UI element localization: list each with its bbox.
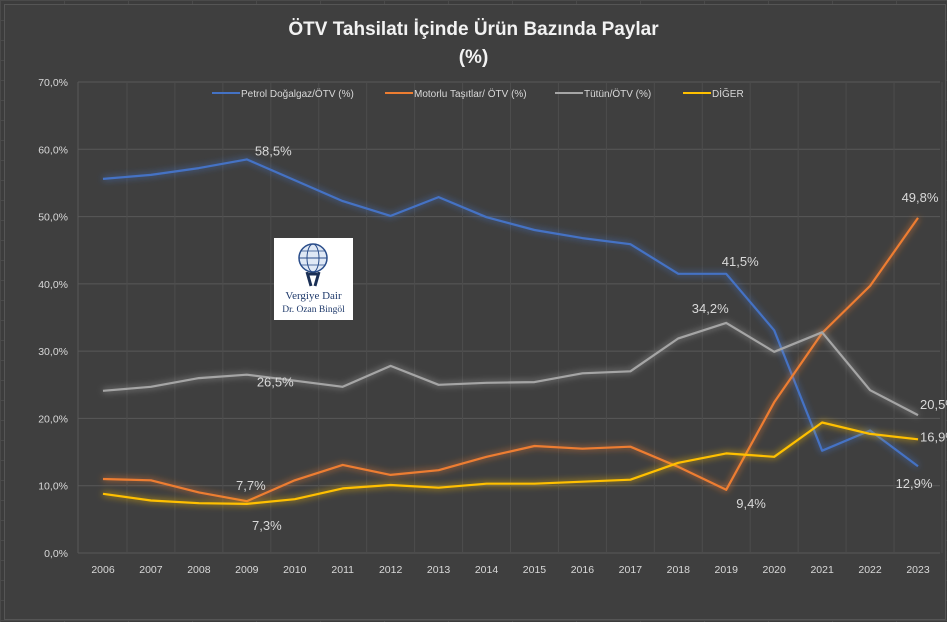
logo-line2: Dr. Ozan Bingöl bbox=[282, 305, 345, 315]
legend-entry-0: Petrol Doğalgaz/ÖTV (%) bbox=[241, 88, 354, 100]
chart-title: ÖTV Tahsilatı İçinde Ürün Bazında Paylar… bbox=[0, 16, 947, 72]
logo-line1: Vergiye Dair bbox=[285, 290, 342, 302]
data-label: 41,5% bbox=[722, 254, 759, 269]
chart-area bbox=[4, 4, 946, 620]
series-line-0 bbox=[102, 158, 919, 468]
x-tick-label: 2015 bbox=[523, 564, 547, 576]
x-tick-label: 2013 bbox=[427, 564, 451, 576]
legend-entry-2: Tütün/ÖTV (%) bbox=[584, 88, 651, 100]
data-label: 12,9% bbox=[896, 476, 933, 491]
chart-title-line2: (%) bbox=[458, 47, 489, 68]
y-tick-label: 40,0% bbox=[38, 279, 68, 291]
x-tick-label: 2023 bbox=[906, 564, 930, 576]
logo: Vergiye Dair Dr. Ozan Bingöl bbox=[274, 238, 353, 320]
legend-entry-1: Motorlu Taşıtlar/ ÖTV (%) bbox=[414, 88, 527, 100]
y-tick-label: 50,0% bbox=[38, 212, 68, 224]
x-tick-label: 2022 bbox=[858, 564, 882, 576]
x-tick-label: 2007 bbox=[139, 564, 163, 576]
x-tick-label: 2014 bbox=[475, 564, 499, 576]
x-tick-label: 2011 bbox=[331, 564, 354, 576]
y-tick-label: 0,0% bbox=[44, 548, 68, 560]
x-tick-label: 2016 bbox=[571, 564, 595, 576]
y-tick-label: 60,0% bbox=[38, 144, 68, 156]
globe-atlas-icon bbox=[298, 243, 328, 287]
chart-title-line1: ÖTV Tahsilatı İçinde Ürün Bazında Paylar bbox=[288, 19, 659, 40]
data-label: 9,4% bbox=[736, 496, 766, 511]
data-label: 7,7% bbox=[236, 478, 266, 493]
x-tick-label: 2020 bbox=[762, 564, 786, 576]
series-line-2 bbox=[102, 321, 919, 417]
x-tick-label: 2018 bbox=[667, 564, 691, 576]
data-label: 34,2% bbox=[692, 301, 729, 316]
data-label: 58,5% bbox=[255, 143, 292, 158]
series-line-3 bbox=[102, 421, 919, 505]
y-tick-label: 30,0% bbox=[38, 346, 68, 358]
x-tick-label: 2019 bbox=[715, 564, 739, 576]
data-label: 26,5% bbox=[257, 375, 294, 390]
data-label: 7,3% bbox=[252, 518, 282, 533]
x-tick-label: 2008 bbox=[187, 564, 211, 576]
x-tick-label: 2010 bbox=[283, 564, 307, 576]
y-tick-label: 70,0% bbox=[38, 77, 68, 89]
x-tick-label: 2021 bbox=[810, 564, 834, 576]
x-tick-label: 2009 bbox=[235, 564, 259, 576]
x-tick-label: 2012 bbox=[379, 564, 403, 576]
series-line-1 bbox=[102, 217, 919, 503]
data-label: 20,5% bbox=[920, 397, 947, 412]
x-tick-label: 2017 bbox=[619, 564, 643, 576]
y-tick-label: 10,0% bbox=[38, 481, 68, 493]
legend-entry-3: DİĞER bbox=[712, 87, 744, 100]
x-tick-label: 2006 bbox=[91, 564, 115, 576]
data-label: 16,9% bbox=[920, 429, 947, 444]
data-label: 49,8% bbox=[902, 190, 939, 205]
y-tick-label: 20,0% bbox=[38, 413, 68, 425]
